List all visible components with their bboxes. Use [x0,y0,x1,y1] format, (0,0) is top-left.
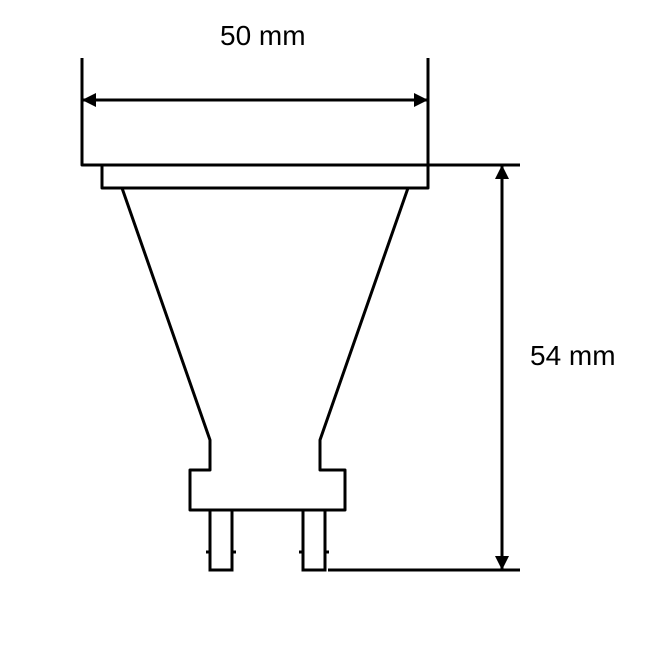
dimension-diagram: 50 mm 54 mm [0,0,650,650]
width-dimension-label: 50 mm [220,20,306,52]
height-dimension-label: 54 mm [530,340,616,372]
diagram-svg [0,0,650,650]
